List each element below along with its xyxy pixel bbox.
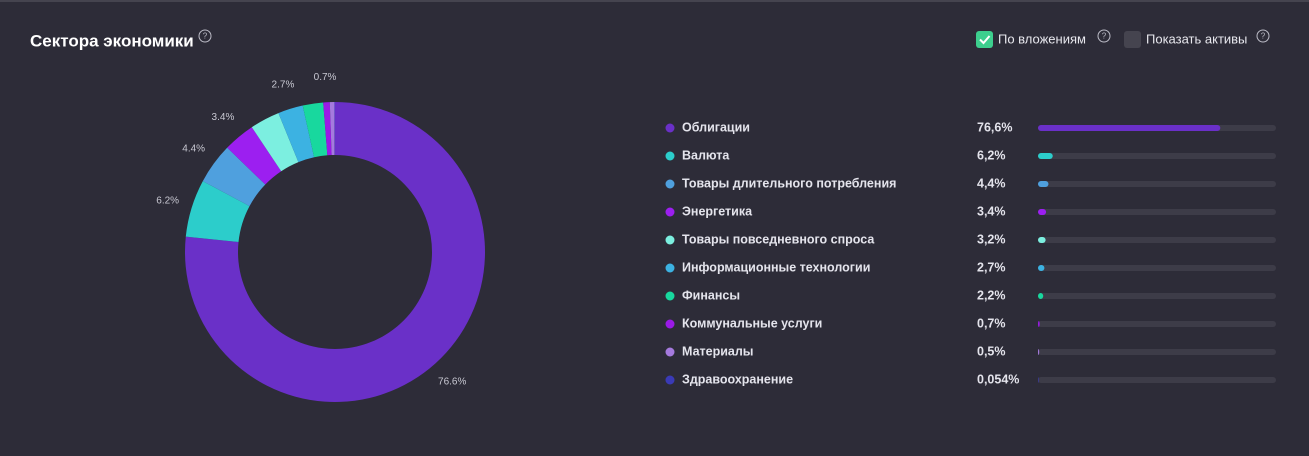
legend-name: Коммунальные услуги <box>682 316 822 330</box>
bar <box>1038 237 1046 243</box>
slice <box>185 181 250 243</box>
bar-track <box>1038 265 1276 271</box>
svg-text:?: ? <box>1261 32 1266 41</box>
help-icon[interactable]: ? <box>198 29 212 43</box>
slice <box>227 127 282 185</box>
slice <box>278 105 315 163</box>
svg-text:?: ? <box>1102 32 1107 41</box>
bar-track <box>1038 181 1276 187</box>
bar <box>1038 293 1044 299</box>
slice-label: 4.4% <box>182 143 205 154</box>
bar <box>1038 181 1049 187</box>
checkbox-invest[interactable] <box>976 31 993 48</box>
legend-value: 4,4% <box>977 176 1006 190</box>
legend-name: Материалы <box>682 344 753 358</box>
slice <box>202 147 266 207</box>
legend-value: 2,7% <box>977 260 1006 274</box>
legend-value: 3,2% <box>977 232 1006 246</box>
slice <box>329 102 335 156</box>
legend-value: 6,2% <box>977 148 1006 162</box>
slice <box>184 102 485 402</box>
slice-label: 6.2% <box>156 195 179 206</box>
legend-name: Товары длительного потребления <box>682 176 896 190</box>
legend-value: 0,054% <box>977 372 1019 386</box>
slice <box>323 102 332 156</box>
help-icon[interactable]: ? <box>1256 29 1270 43</box>
bar-track <box>1038 377 1276 383</box>
legend-name: Валюта <box>682 148 730 162</box>
option-label[interactable]: По вложениям <box>998 31 1086 46</box>
slice <box>334 102 335 156</box>
legend-dot <box>665 375 675 385</box>
legend-dot <box>665 179 675 189</box>
bar <box>1038 265 1045 271</box>
legend-value: 3,4% <box>977 204 1006 218</box>
legend-value: 2,2% <box>977 288 1006 302</box>
legend-value: 76,6% <box>977 120 1012 134</box>
slice-label: 0.7% <box>314 72 337 83</box>
slice-label: 2.7% <box>272 80 295 91</box>
legend-name: Информационные технологии <box>682 260 870 274</box>
legend-dot <box>665 123 675 133</box>
help-icon[interactable]: ? <box>1097 29 1111 43</box>
bar-track <box>1038 237 1276 243</box>
slice <box>251 113 299 172</box>
legend-dot <box>665 207 675 217</box>
bar <box>1038 153 1053 159</box>
bar-track <box>1038 321 1276 327</box>
legend-dot <box>665 319 675 329</box>
legend-dot <box>665 347 675 357</box>
legend-name: Здравоохранение <box>682 372 793 386</box>
bar-track <box>1038 293 1276 299</box>
legend-name: Облигации <box>682 120 750 134</box>
slice <box>302 102 328 158</box>
card-border <box>0 0 1309 2</box>
legend-dot <box>665 151 675 161</box>
title: Сектора экономики <box>30 31 194 50</box>
bar <box>1038 377 1039 383</box>
legend-dot <box>665 291 675 301</box>
svg-text:?: ? <box>203 32 208 41</box>
legend-value: 0,7% <box>977 316 1006 330</box>
bar-track <box>1038 349 1276 355</box>
legend-name: Товары повседневного спроса <box>682 232 875 246</box>
legend-value: 0,5% <box>977 344 1006 358</box>
bar-track <box>1038 209 1276 215</box>
slice-label: 3.4% <box>212 112 235 123</box>
bar <box>1038 321 1040 327</box>
option-label[interactable]: Показать активы <box>1146 31 1247 46</box>
checkbox-assets[interactable] <box>1124 31 1141 48</box>
legend-name: Энергетика <box>682 204 753 218</box>
bar <box>1038 349 1040 355</box>
bar <box>1038 125 1221 131</box>
legend-dot <box>665 235 675 245</box>
bar-track <box>1038 153 1276 159</box>
legend-name: Финансы <box>682 288 740 302</box>
legend-dot <box>665 263 675 273</box>
slice-label: 76.6% <box>438 377 466 388</box>
bar <box>1038 209 1047 215</box>
